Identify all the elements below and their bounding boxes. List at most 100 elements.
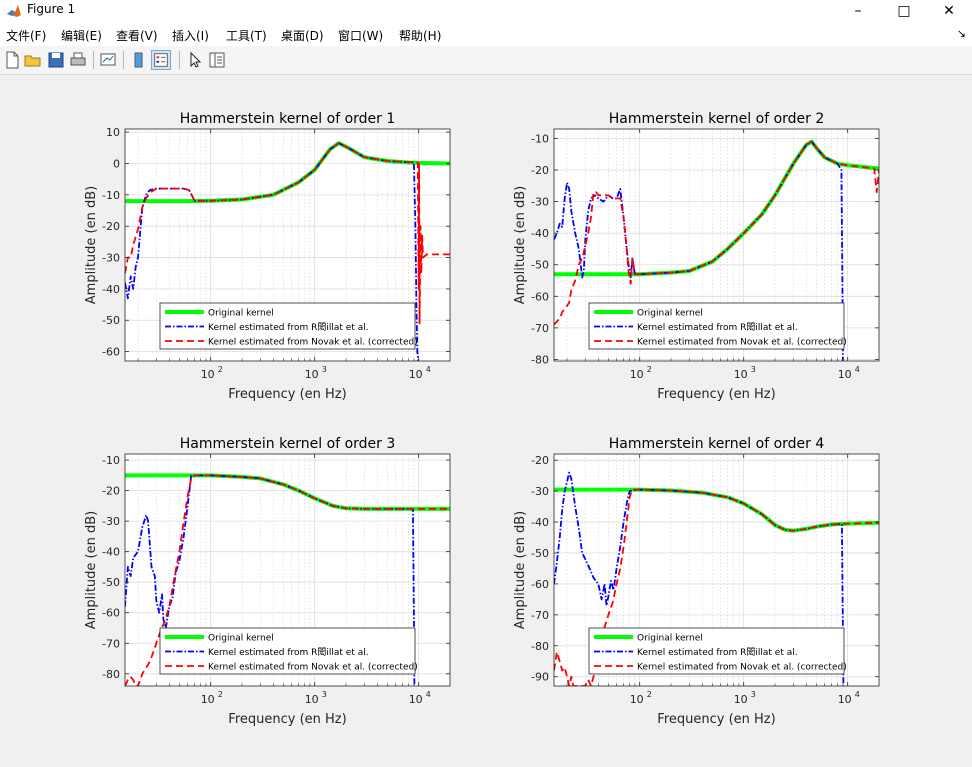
legend[interactable]: Original kernel Kernel estimated from R閎i… [159,627,418,675]
close-button[interactable]: ✕ [943,3,955,19]
x-tick-label: 10 [630,368,644,381]
toolbar-separator [123,51,124,69]
x-tick-exponent: 3 [751,365,756,374]
x-tick-label: 10 [201,368,215,381]
y-tick-label: -50 [531,547,549,560]
y-tick-label: -10 [531,132,549,145]
x-tick-label: 10 [734,368,748,381]
open-file-icon[interactable] [23,50,43,70]
chevron-down-icon[interactable]: ↘ [956,27,966,40]
x-tick-exponent: 2 [647,365,652,374]
y-tick-label: -20 [531,164,549,177]
x-tick-label: 10 [838,693,852,706]
menu-file[interactable]: 文件(F) [6,29,47,43]
legend-novak-entry: Kernel estimated from Novak et al. (corr… [637,338,847,348]
minimize-button[interactable]: – [854,3,862,19]
x-tick-exponent: 4 [855,365,860,374]
series-group [554,471,879,686]
y-tick-label: -20 [531,454,549,467]
menu-insert[interactable]: 插入(I) [172,29,209,43]
y-tick-label: 10 [106,126,120,139]
legend[interactable]: Original kernel Kernel estimated from R閎i… [588,627,847,675]
y-axis-label: Amplitude (en dB) [84,186,99,304]
legend-novak-entry: Kernel estimated from Novak et al. (corr… [208,663,418,673]
y-tick-label: -60 [531,578,549,591]
novak-kernel-line [554,140,879,326]
x-tick-label: 10 [838,368,852,381]
subplot-title: Hammerstein kernel of order 2 [609,111,825,127]
y-tick-label: -70 [531,609,549,622]
y-tick-label: -80 [102,668,120,681]
y-tick-label: -20 [102,485,120,498]
x-tick-exponent: 4 [855,690,860,699]
menu-window[interactable]: 窗口(W) [338,29,384,43]
toolbar-separator [93,51,94,69]
y-axis-label: Amplitude (en dB) [513,511,528,629]
y-tick-label: -50 [102,314,120,327]
axes-frame [553,128,880,362]
y-tick-label: -90 [531,671,549,684]
y-axis-label: Amplitude (en dB) [84,511,99,629]
legend[interactable]: Original kernel Kernel estimated from R閎i… [159,302,418,350]
y-tick-label: -50 [102,576,120,589]
y-tick-label: -40 [531,227,549,240]
y-axis-label: Amplitude (en dB) [513,186,528,304]
y-tick-label: -70 [531,322,549,335]
property-inspector-icon[interactable] [207,50,227,70]
series-group [125,473,450,686]
x-axis-label: Frequency (en Hz) [228,712,346,727]
novak-kernel-line [125,142,450,325]
legend[interactable]: Original kernel Kernel estimated from R閎i… [588,302,847,350]
y-tick-label: -40 [102,283,120,296]
menu-desktop[interactable]: 桌面(D) [281,29,324,43]
y-tick-label: -40 [531,516,549,529]
maximize-button[interactable]: □ [897,3,911,19]
menu-bar: 文件(F) 编辑(E) 查看(V) 插入(I) 工具(T) 桌面(D) 窗口(W… [0,22,972,46]
legend-original-entry: Original kernel [637,634,703,644]
y-tick-label: -30 [531,196,549,209]
x-tick-exponent: 3 [751,690,756,699]
y-tick-label: -10 [102,189,120,202]
menu-view[interactable]: 查看(V) [116,29,158,43]
menu-edit[interactable]: 编辑(E) [61,29,102,43]
y-tick-label: -30 [531,485,549,498]
menu-tools[interactable]: 工具(T) [226,29,267,43]
figure-toolbar [0,46,972,75]
save-icon[interactable] [46,50,66,70]
y-tick-label: -10 [102,454,120,467]
x-tick-exponent: 4 [426,365,431,374]
new-figure-icon[interactable] [2,50,22,70]
x-tick-label: 10 [630,693,644,706]
y-tick-label: -30 [102,515,120,528]
legend-original-entry: Original kernel [208,309,274,319]
x-tick-exponent: 3 [322,690,327,699]
menu-help[interactable]: 帮助(H) [399,29,442,43]
toolbar-separator [179,51,180,69]
x-tick-label: 10 [305,368,319,381]
legend-novak-entry: Kernel estimated from Novak et al. (corr… [208,338,418,348]
series-group [125,141,450,361]
y-tick-label: -60 [102,346,120,359]
x-tick-exponent: 4 [426,690,431,699]
y-tick-label: -30 [102,252,120,265]
rebillat-kernel-line [554,471,845,686]
legend-rebillat-entry: Kernel estimated from R閎illat et al. [208,322,369,333]
print-icon[interactable] [68,50,88,70]
x-tick-exponent: 3 [322,365,327,374]
x-axis-label: Frequency (en Hz) [657,387,775,402]
axes-frame [124,453,451,687]
edit-plot-icon[interactable] [185,50,205,70]
x-tick-exponent: 2 [218,690,223,699]
legend-rebillat-entry: Kernel estimated from R閎illat et al. [208,647,369,658]
legend-original-entry: Original kernel [208,634,274,644]
legend-icon[interactable] [151,50,171,70]
colorbar-icon[interactable] [129,50,149,70]
link-plot-icon[interactable] [98,50,118,70]
x-tick-label: 10 [409,693,423,706]
x-tick-exponent: 2 [218,365,223,374]
